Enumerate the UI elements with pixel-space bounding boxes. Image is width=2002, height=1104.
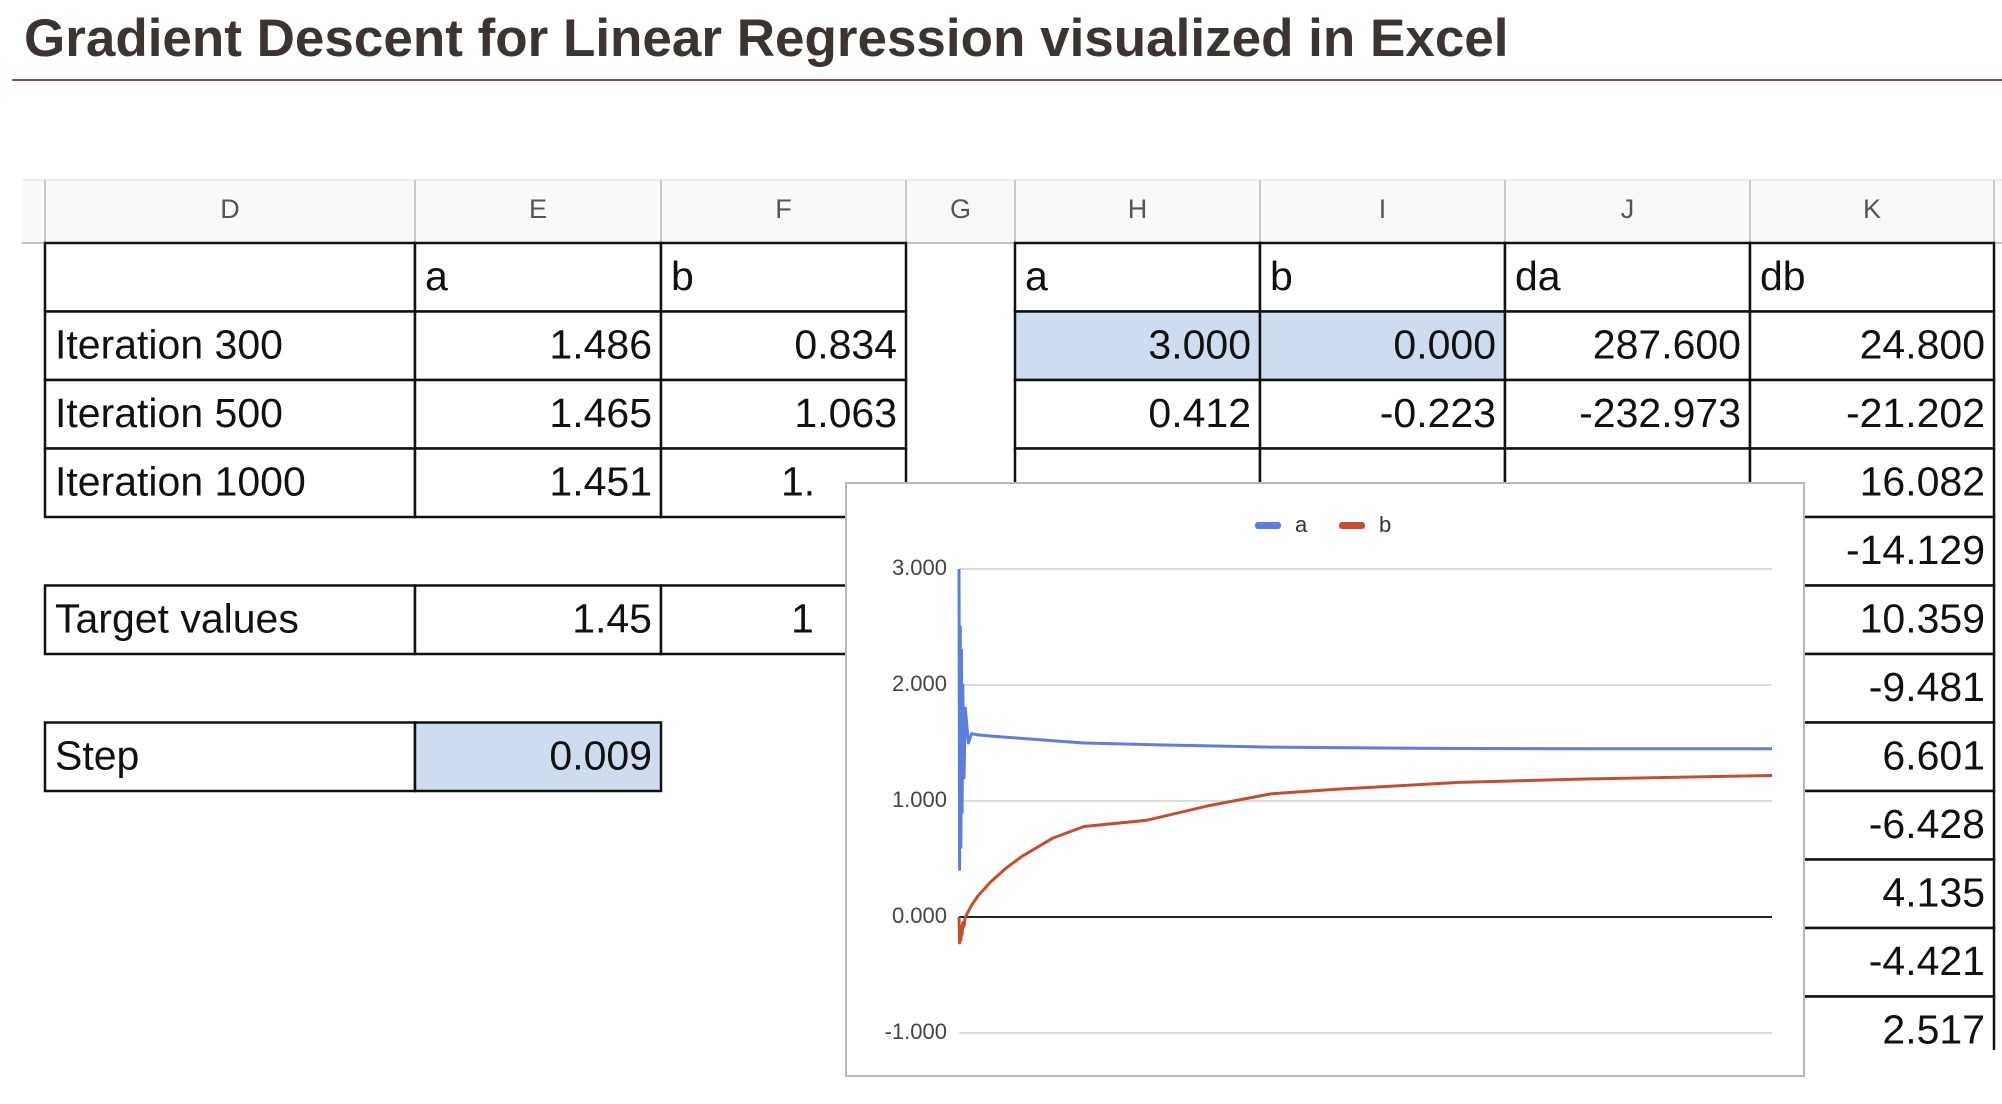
column-header: E — [529, 194, 547, 224]
cell-text: 1 — [791, 596, 814, 642]
legend-swatch — [1255, 522, 1281, 529]
cell-text: 4.135 — [1882, 870, 1985, 916]
cell-text: 1.486 — [549, 322, 652, 368]
page-title: Gradient Descent for Linear Regression v… — [24, 9, 1509, 68]
legend-swatch — [1339, 522, 1365, 529]
cell-text: -232.973 — [1579, 390, 1741, 436]
cell-text: 1.063 — [794, 390, 897, 436]
y-tick-label: 3.000 — [892, 555, 947, 580]
cell-text: 10.359 — [1860, 596, 1985, 642]
cell-text: 16.082 — [1860, 459, 1985, 505]
y-tick-label: 2.000 — [892, 671, 947, 696]
cell — [659, 310, 908, 382]
cell — [1013, 241, 1262, 313]
column-header-bar — [22, 180, 2002, 243]
cell — [1258, 241, 1507, 313]
cell — [659, 241, 908, 313]
series-line — [957, 774, 1773, 945]
cell-text: Iteration 500 — [55, 390, 283, 436]
cell-text: -4.421 — [1869, 938, 1985, 984]
cell-text: -0.223 — [1380, 390, 1496, 436]
cell — [1258, 378, 1507, 450]
cell-text: 2.517 — [1882, 1007, 1985, 1053]
column-header: K — [1863, 194, 1881, 224]
cell-text: Iteration 1000 — [55, 459, 306, 505]
cell-text: b — [671, 253, 694, 299]
cell — [413, 310, 663, 382]
cell-text: da — [1515, 253, 1561, 299]
cell-text: -6.428 — [1869, 801, 1985, 847]
chart: -1.000 0.000 1.000 2.000 3.000 a b — [845, 482, 1805, 1077]
cell-text: Target values — [55, 596, 299, 642]
cell-text: 3.000 — [1148, 322, 1251, 368]
legend-label: b — [1379, 512, 1391, 537]
cell-text: 0.009 — [549, 733, 652, 779]
cell-text: db — [1760, 253, 1806, 299]
cell — [413, 241, 663, 313]
series-line — [957, 568, 1772, 871]
cell-text: 0.834 — [794, 322, 897, 368]
cell-text: 1.465 — [549, 390, 652, 436]
cell — [413, 721, 663, 793]
column-header: H — [1128, 194, 1148, 224]
cell-text: 1. — [781, 459, 815, 505]
cell-text: -14.129 — [1846, 527, 1985, 573]
cell-text: 1.45 — [572, 596, 652, 642]
column-header: D — [220, 194, 240, 224]
column-header: G — [950, 194, 971, 224]
column-header: J — [1621, 194, 1635, 224]
cell-text: 6.601 — [1882, 733, 1985, 779]
cell-text: 1.451 — [549, 459, 652, 505]
cell-text: b — [1270, 253, 1293, 299]
cell — [43, 447, 417, 519]
cell-text: -21.202 — [1846, 390, 1985, 436]
cell — [1503, 378, 1752, 450]
cell-text: a — [425, 253, 448, 299]
chart-frame — [845, 482, 1805, 1077]
cell-text: 0.412 — [1148, 390, 1251, 436]
y-tick-label: -1.000 — [885, 1019, 947, 1044]
legend-label: a — [1295, 512, 1308, 537]
cell-text: Iteration 300 — [55, 322, 283, 368]
cell — [43, 241, 417, 313]
cell — [413, 584, 663, 656]
column-header: F — [775, 194, 792, 224]
cell — [43, 721, 417, 793]
cell-text: Step — [55, 733, 139, 779]
cell-text: 287.600 — [1593, 322, 1741, 368]
cell — [43, 584, 417, 656]
y-tick-label: 1.000 — [892, 787, 947, 812]
cell-text: a — [1025, 253, 1048, 299]
cell-text: -9.481 — [1869, 664, 1985, 710]
column-header: I — [1379, 194, 1387, 224]
cell — [1748, 378, 1996, 450]
cell-text: 24.800 — [1860, 322, 1985, 368]
cell-text: 0.000 — [1393, 322, 1496, 368]
y-tick-label: 0.000 — [892, 903, 947, 928]
